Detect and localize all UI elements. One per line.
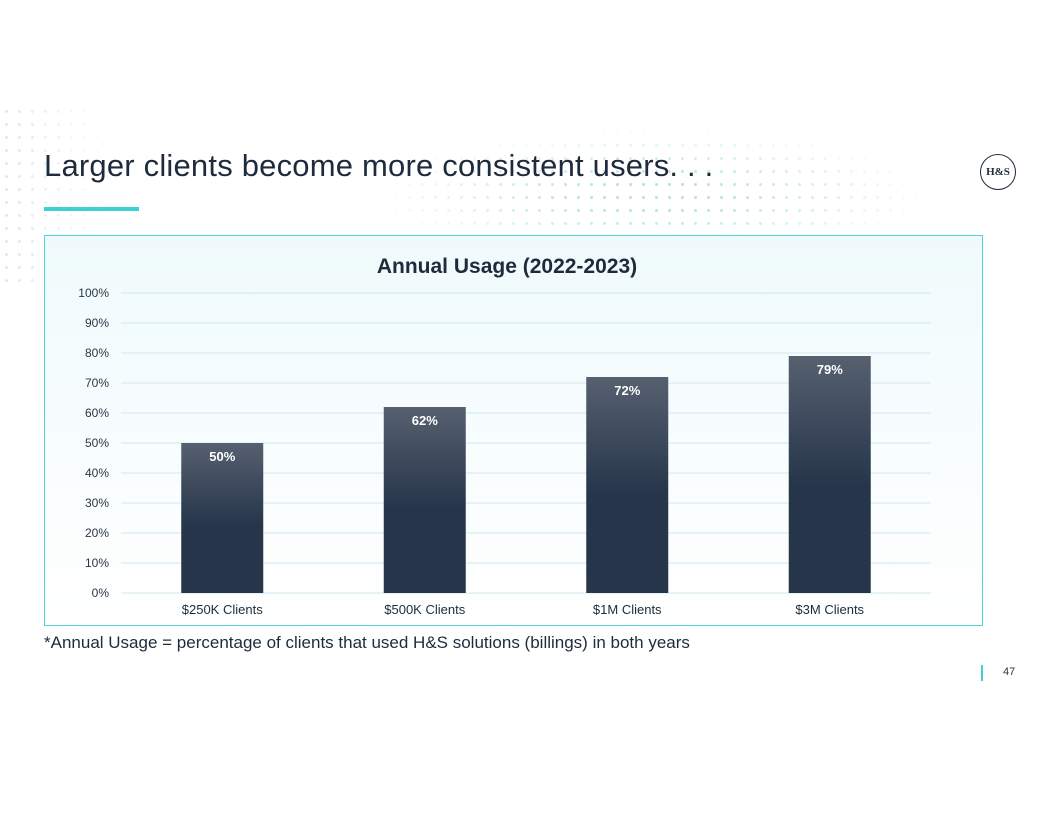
annual-usage-bar-chart: Annual Usage (2022-2023) 0% 10% 20% 30% 40% 5… <box>78 255 931 617</box>
slide-title: Larger clients become more consistent us… <box>44 148 714 183</box>
bar <box>383 407 466 593</box>
title-underline <box>44 207 139 211</box>
x-tick-label: $3M Clients <box>795 602 864 617</box>
bar <box>788 356 871 593</box>
data-label: 50% <box>209 449 235 464</box>
y-tick-label: 50% <box>85 436 109 450</box>
y-tick-label: 100% <box>78 286 109 300</box>
y-tick-label: 10% <box>85 556 109 570</box>
data-label: 62% <box>412 413 438 428</box>
y-tick-label: 30% <box>85 496 109 510</box>
y-tick-label: 60% <box>85 406 109 420</box>
page-divider <box>981 665 983 681</box>
y-tick-label: 70% <box>85 376 109 390</box>
chart-container: Annual Usage (2022-2023) 0% 10% 20% 30% 40% 5… <box>44 235 983 626</box>
hs-logo: H&S <box>980 154 1016 190</box>
y-tick-label: 0% <box>92 586 110 600</box>
data-label: 72% <box>614 383 640 398</box>
x-tick-label: $1M Clients <box>593 602 662 617</box>
footnote: *Annual Usage = percentage of clients th… <box>44 633 690 652</box>
x-tick-label: $500K Clients <box>384 602 465 617</box>
chart-title: Annual Usage (2022-2023) <box>377 255 637 278</box>
y-tick-label: 90% <box>85 316 109 330</box>
y-tick-label: 80% <box>85 346 109 360</box>
bar <box>181 443 264 593</box>
data-label: 79% <box>817 362 843 377</box>
y-tick-label: 40% <box>85 466 109 480</box>
y-tick-label: 20% <box>85 526 109 540</box>
page-number: 47 <box>1003 666 1016 678</box>
bar <box>586 377 669 593</box>
x-tick-label: $250K Clients <box>182 602 263 617</box>
